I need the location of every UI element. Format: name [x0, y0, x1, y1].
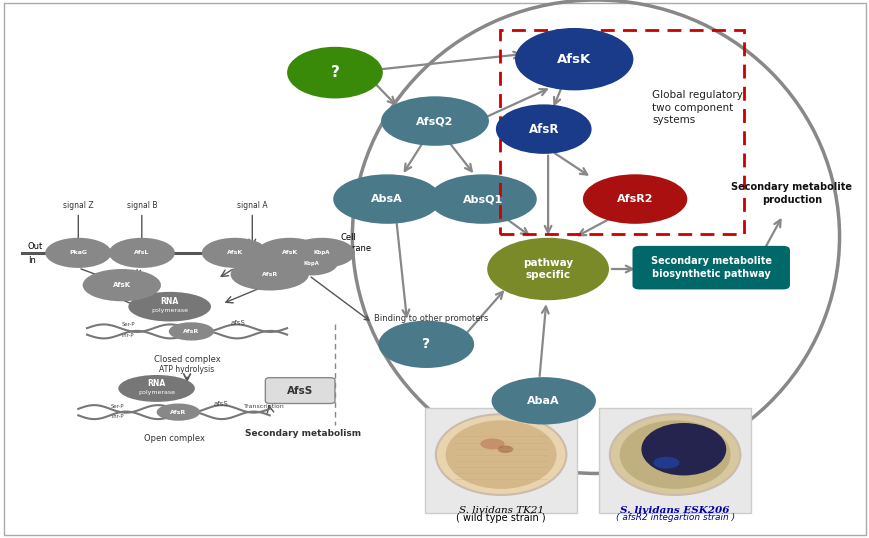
- Text: AfsK: AfsK: [556, 53, 591, 66]
- Ellipse shape: [333, 174, 441, 224]
- Text: Open complex: Open complex: [143, 434, 204, 443]
- Text: Out: Out: [28, 242, 43, 251]
- Text: Cell
membrane: Cell membrane: [324, 233, 371, 253]
- Text: Thr-P: Thr-P: [235, 276, 249, 281]
- Text: Closed complex: Closed complex: [154, 355, 220, 364]
- Text: AbsQ1: AbsQ1: [462, 194, 502, 204]
- Text: signal Z: signal Z: [63, 201, 94, 210]
- Text: Binding to other promoters: Binding to other promoters: [374, 314, 488, 323]
- Text: AfsK: AfsK: [282, 250, 297, 256]
- Bar: [500, 30, 743, 234]
- Text: S. lividans TK21: S. lividans TK21: [458, 506, 543, 515]
- Text: ?: ?: [421, 337, 430, 351]
- Text: Ser-P: Ser-P: [121, 322, 135, 328]
- Ellipse shape: [202, 238, 268, 268]
- Circle shape: [435, 414, 566, 495]
- Text: Ser-P: Ser-P: [110, 404, 124, 409]
- Ellipse shape: [169, 322, 214, 341]
- Text: AfsR: AfsR: [183, 329, 199, 334]
- Text: Transcription: Transcription: [243, 404, 284, 409]
- Text: AfsR: AfsR: [262, 272, 277, 277]
- Circle shape: [640, 423, 726, 476]
- Text: KbpA: KbpA: [314, 250, 329, 256]
- Ellipse shape: [491, 377, 595, 424]
- FancyBboxPatch shape: [265, 378, 335, 404]
- Text: pathway
specific: pathway specific: [522, 258, 573, 280]
- Text: Ser-P: Ser-P: [219, 259, 233, 264]
- Text: AbaA: AbaA: [527, 396, 560, 406]
- Ellipse shape: [428, 174, 536, 224]
- Ellipse shape: [156, 404, 200, 421]
- Ellipse shape: [129, 292, 210, 321]
- Text: ATP hydrolysis: ATP hydrolysis: [159, 365, 215, 374]
- Bar: [598, 408, 750, 513]
- Text: ( wild type strain ): ( wild type strain ): [455, 513, 546, 523]
- Ellipse shape: [83, 269, 161, 301]
- Ellipse shape: [256, 238, 322, 268]
- Ellipse shape: [287, 47, 382, 98]
- Text: Global regulatory
two component
systems: Global regulatory two component systems: [652, 90, 742, 125]
- Ellipse shape: [289, 238, 355, 268]
- Text: Secondary metabolite
biosynthetic pathway: Secondary metabolite biosynthetic pathwa…: [650, 257, 771, 279]
- Ellipse shape: [582, 174, 687, 224]
- Text: KbpA: KbpA: [303, 261, 319, 266]
- Text: AfsR: AfsR: [527, 123, 559, 136]
- Text: afsS: afsS: [230, 320, 245, 326]
- Text: ?: ?: [330, 65, 339, 80]
- Text: Thr-P: Thr-P: [110, 414, 124, 419]
- Text: polymerase: polymerase: [151, 308, 188, 313]
- Text: In: In: [28, 256, 36, 265]
- Text: Ser-P: Ser-P: [235, 266, 249, 272]
- FancyBboxPatch shape: [632, 246, 789, 289]
- Text: signal B: signal B: [126, 201, 157, 210]
- Ellipse shape: [109, 238, 175, 268]
- Text: AbsA: AbsA: [371, 194, 402, 204]
- Bar: [424, 408, 576, 513]
- Text: Secondary metabolism: Secondary metabolism: [244, 429, 361, 437]
- Ellipse shape: [653, 457, 679, 469]
- Text: AfsL: AfsL: [134, 250, 149, 256]
- Text: ( afsR2 integartion strain ): ( afsR2 integartion strain ): [615, 513, 733, 522]
- Text: AfsK: AfsK: [113, 282, 130, 288]
- Ellipse shape: [381, 96, 488, 146]
- Text: polymerase: polymerase: [138, 390, 175, 395]
- Text: AfsQ2: AfsQ2: [416, 116, 453, 126]
- Ellipse shape: [378, 321, 474, 368]
- Text: AfsR2: AfsR2: [616, 194, 653, 204]
- Text: Thr-P: Thr-P: [121, 333, 135, 338]
- Ellipse shape: [514, 28, 633, 90]
- Ellipse shape: [497, 445, 513, 453]
- Text: afsS: afsS: [213, 400, 228, 407]
- Ellipse shape: [487, 238, 608, 300]
- Circle shape: [445, 420, 556, 489]
- Circle shape: [619, 420, 730, 489]
- Text: RNA: RNA: [161, 297, 178, 306]
- Ellipse shape: [495, 104, 591, 154]
- Text: AfsR: AfsR: [170, 409, 186, 415]
- Circle shape: [609, 414, 740, 495]
- Ellipse shape: [230, 258, 308, 291]
- Text: Thr-P: Thr-P: [219, 240, 233, 246]
- Ellipse shape: [118, 375, 195, 402]
- Ellipse shape: [45, 238, 111, 268]
- Text: Secondary metabolite
production: Secondary metabolite production: [730, 182, 852, 205]
- Text: AfsK: AfsK: [227, 250, 242, 256]
- Ellipse shape: [285, 252, 337, 275]
- Text: RNA: RNA: [148, 379, 165, 388]
- Text: S. lividans ESK206: S. lividans ESK206: [620, 506, 729, 515]
- Text: PkaG: PkaG: [70, 250, 87, 256]
- Ellipse shape: [480, 438, 504, 449]
- Text: AfsS: AfsS: [287, 386, 313, 395]
- Text: signal A: signal A: [236, 201, 268, 210]
